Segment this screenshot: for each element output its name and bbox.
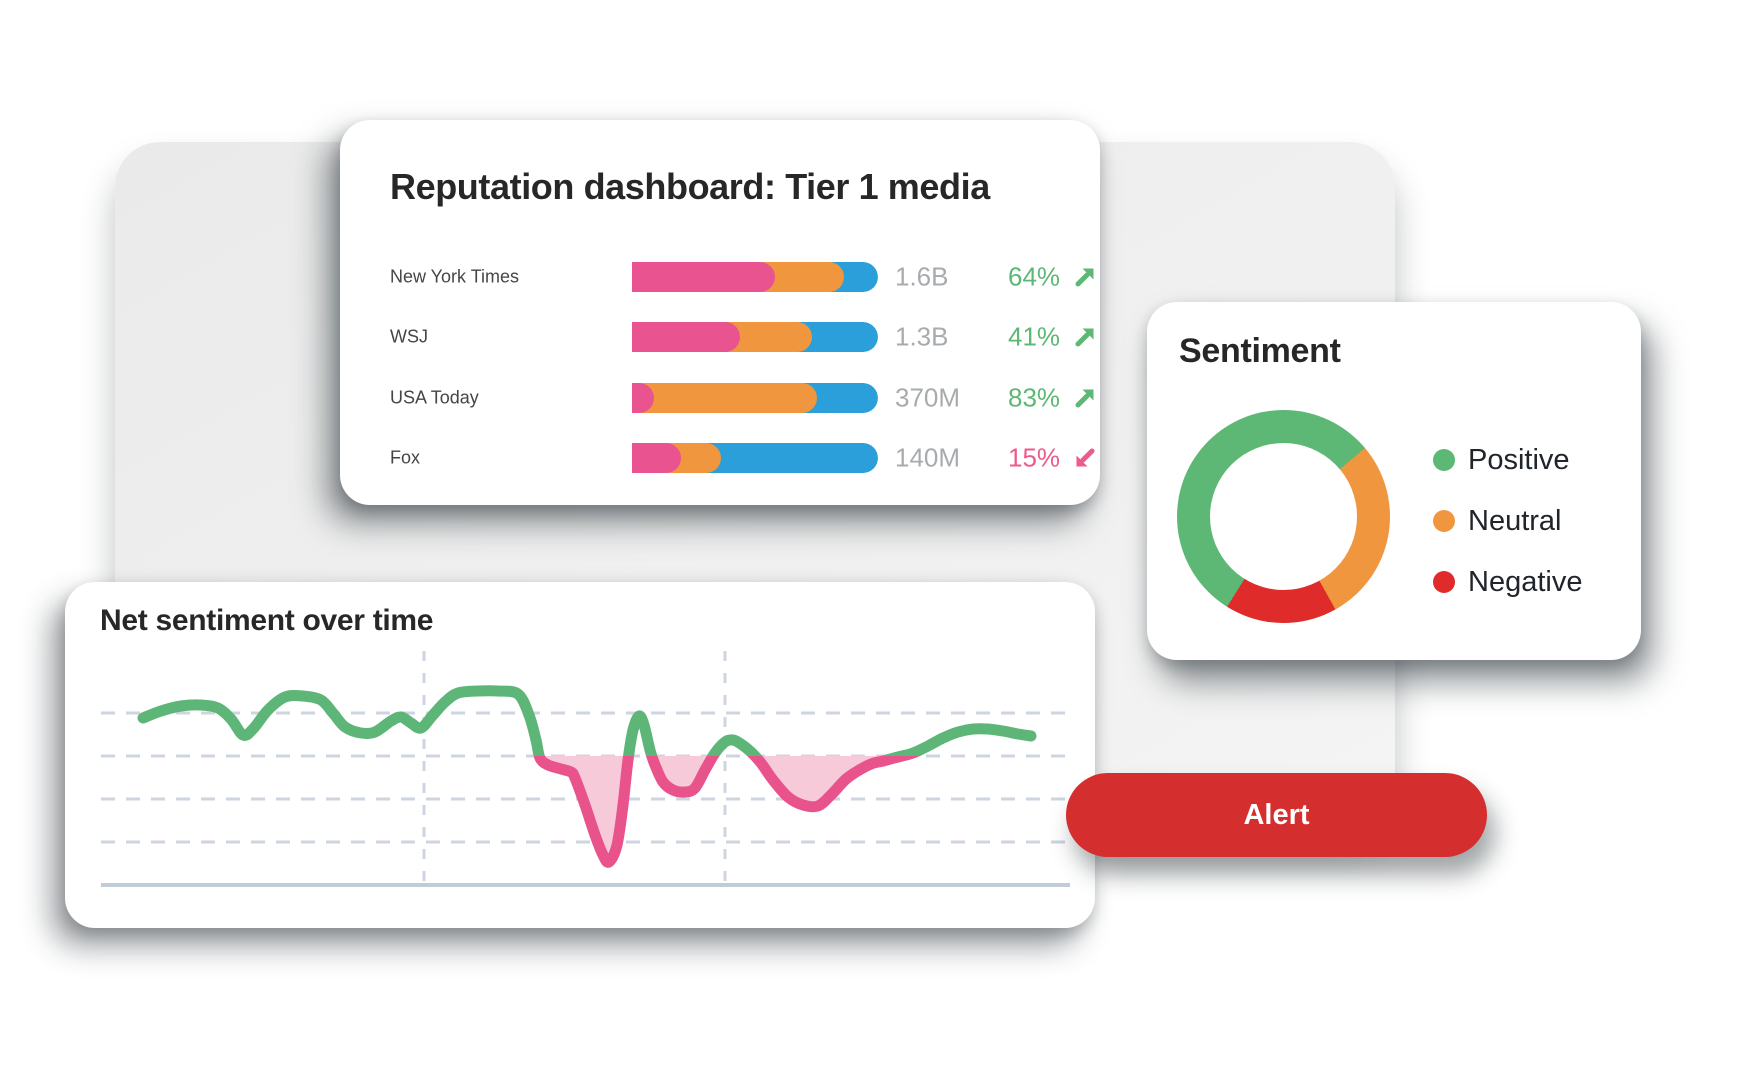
negative-area-fill bbox=[143, 756, 1031, 863]
reach-value: 140M bbox=[895, 442, 961, 473]
reputation-card-title: Reputation dashboard: Tier 1 media bbox=[390, 166, 990, 207]
media-row-wsj: WSJ 1.3B 41% bbox=[390, 321, 1094, 352]
net-sentiment-card: Net sentiment over time bbox=[65, 582, 1095, 928]
media-label: USA Today bbox=[390, 387, 479, 408]
bar-segment-orange bbox=[632, 383, 817, 413]
sentiment-line-positive bbox=[137, 685, 1037, 756]
positive-dot-icon bbox=[1433, 449, 1455, 471]
reach-value: 1.6B bbox=[895, 261, 949, 292]
media-row-fox: Fox 140M 15% bbox=[390, 442, 1095, 473]
net-sentiment-title: Net sentiment over time bbox=[100, 604, 434, 637]
legend-item-negative: Negative bbox=[1433, 562, 1582, 602]
bar-segment-pink bbox=[632, 262, 775, 292]
negative-dot-icon bbox=[1433, 571, 1455, 593]
sentiment-card-title: Sentiment bbox=[1179, 332, 1341, 370]
legend-item-neutral: Neutral bbox=[1433, 501, 1582, 541]
reach-value: 370M bbox=[895, 382, 961, 413]
bar-segment-pink bbox=[632, 322, 741, 352]
media-row-new-york-times: New York Times 1.6B 64% bbox=[390, 261, 1094, 292]
media-row-usa-today: USA Today 370M 83% bbox=[390, 382, 1094, 413]
trend-up-arrow-icon bbox=[1075, 268, 1094, 287]
sentiment-donut-chart bbox=[1177, 410, 1390, 623]
reputation-card: Reputation dashboard: Tier 1 media New Y… bbox=[340, 120, 1100, 505]
stacked-bar bbox=[632, 262, 878, 292]
media-label: WSJ bbox=[390, 326, 428, 347]
media-label: Fox bbox=[390, 447, 421, 468]
donut-hole bbox=[1210, 443, 1357, 590]
stacked-bar bbox=[632, 443, 878, 473]
net-sentiment-line-chart bbox=[101, 651, 1070, 887]
legend-item-positive: Positive bbox=[1433, 440, 1582, 480]
trend-up-arrow-icon bbox=[1075, 328, 1094, 347]
bar-segment-pink bbox=[632, 383, 655, 413]
trend-down-arrow-icon bbox=[1076, 448, 1095, 467]
bar-segment-pink bbox=[632, 443, 682, 473]
reach-value: 1.3B bbox=[895, 321, 949, 352]
trend-percent: 64% bbox=[1008, 261, 1061, 292]
trend-percent: 83% bbox=[1008, 382, 1061, 413]
legend-label: Positive bbox=[1468, 443, 1570, 476]
trend-percent: 41% bbox=[1008, 321, 1061, 352]
trend-percent: 15% bbox=[1008, 442, 1061, 473]
legend-label: Negative bbox=[1468, 565, 1583, 598]
sentiment-card: Sentiment Positive Neutral Negative bbox=[1147, 302, 1641, 660]
neutral-dot-icon bbox=[1433, 510, 1455, 532]
trend-up-arrow-icon bbox=[1075, 389, 1094, 408]
sentiment-line-negative bbox=[533, 756, 921, 868]
legend-label: Neutral bbox=[1468, 504, 1562, 537]
alert-button[interactable]: Alert bbox=[1066, 773, 1487, 857]
media-label: New York Times bbox=[390, 266, 520, 287]
stacked-bar bbox=[632, 383, 878, 413]
sentiment-legend: Positive Neutral Negative bbox=[1433, 440, 1582, 623]
stacked-bar bbox=[632, 322, 878, 352]
